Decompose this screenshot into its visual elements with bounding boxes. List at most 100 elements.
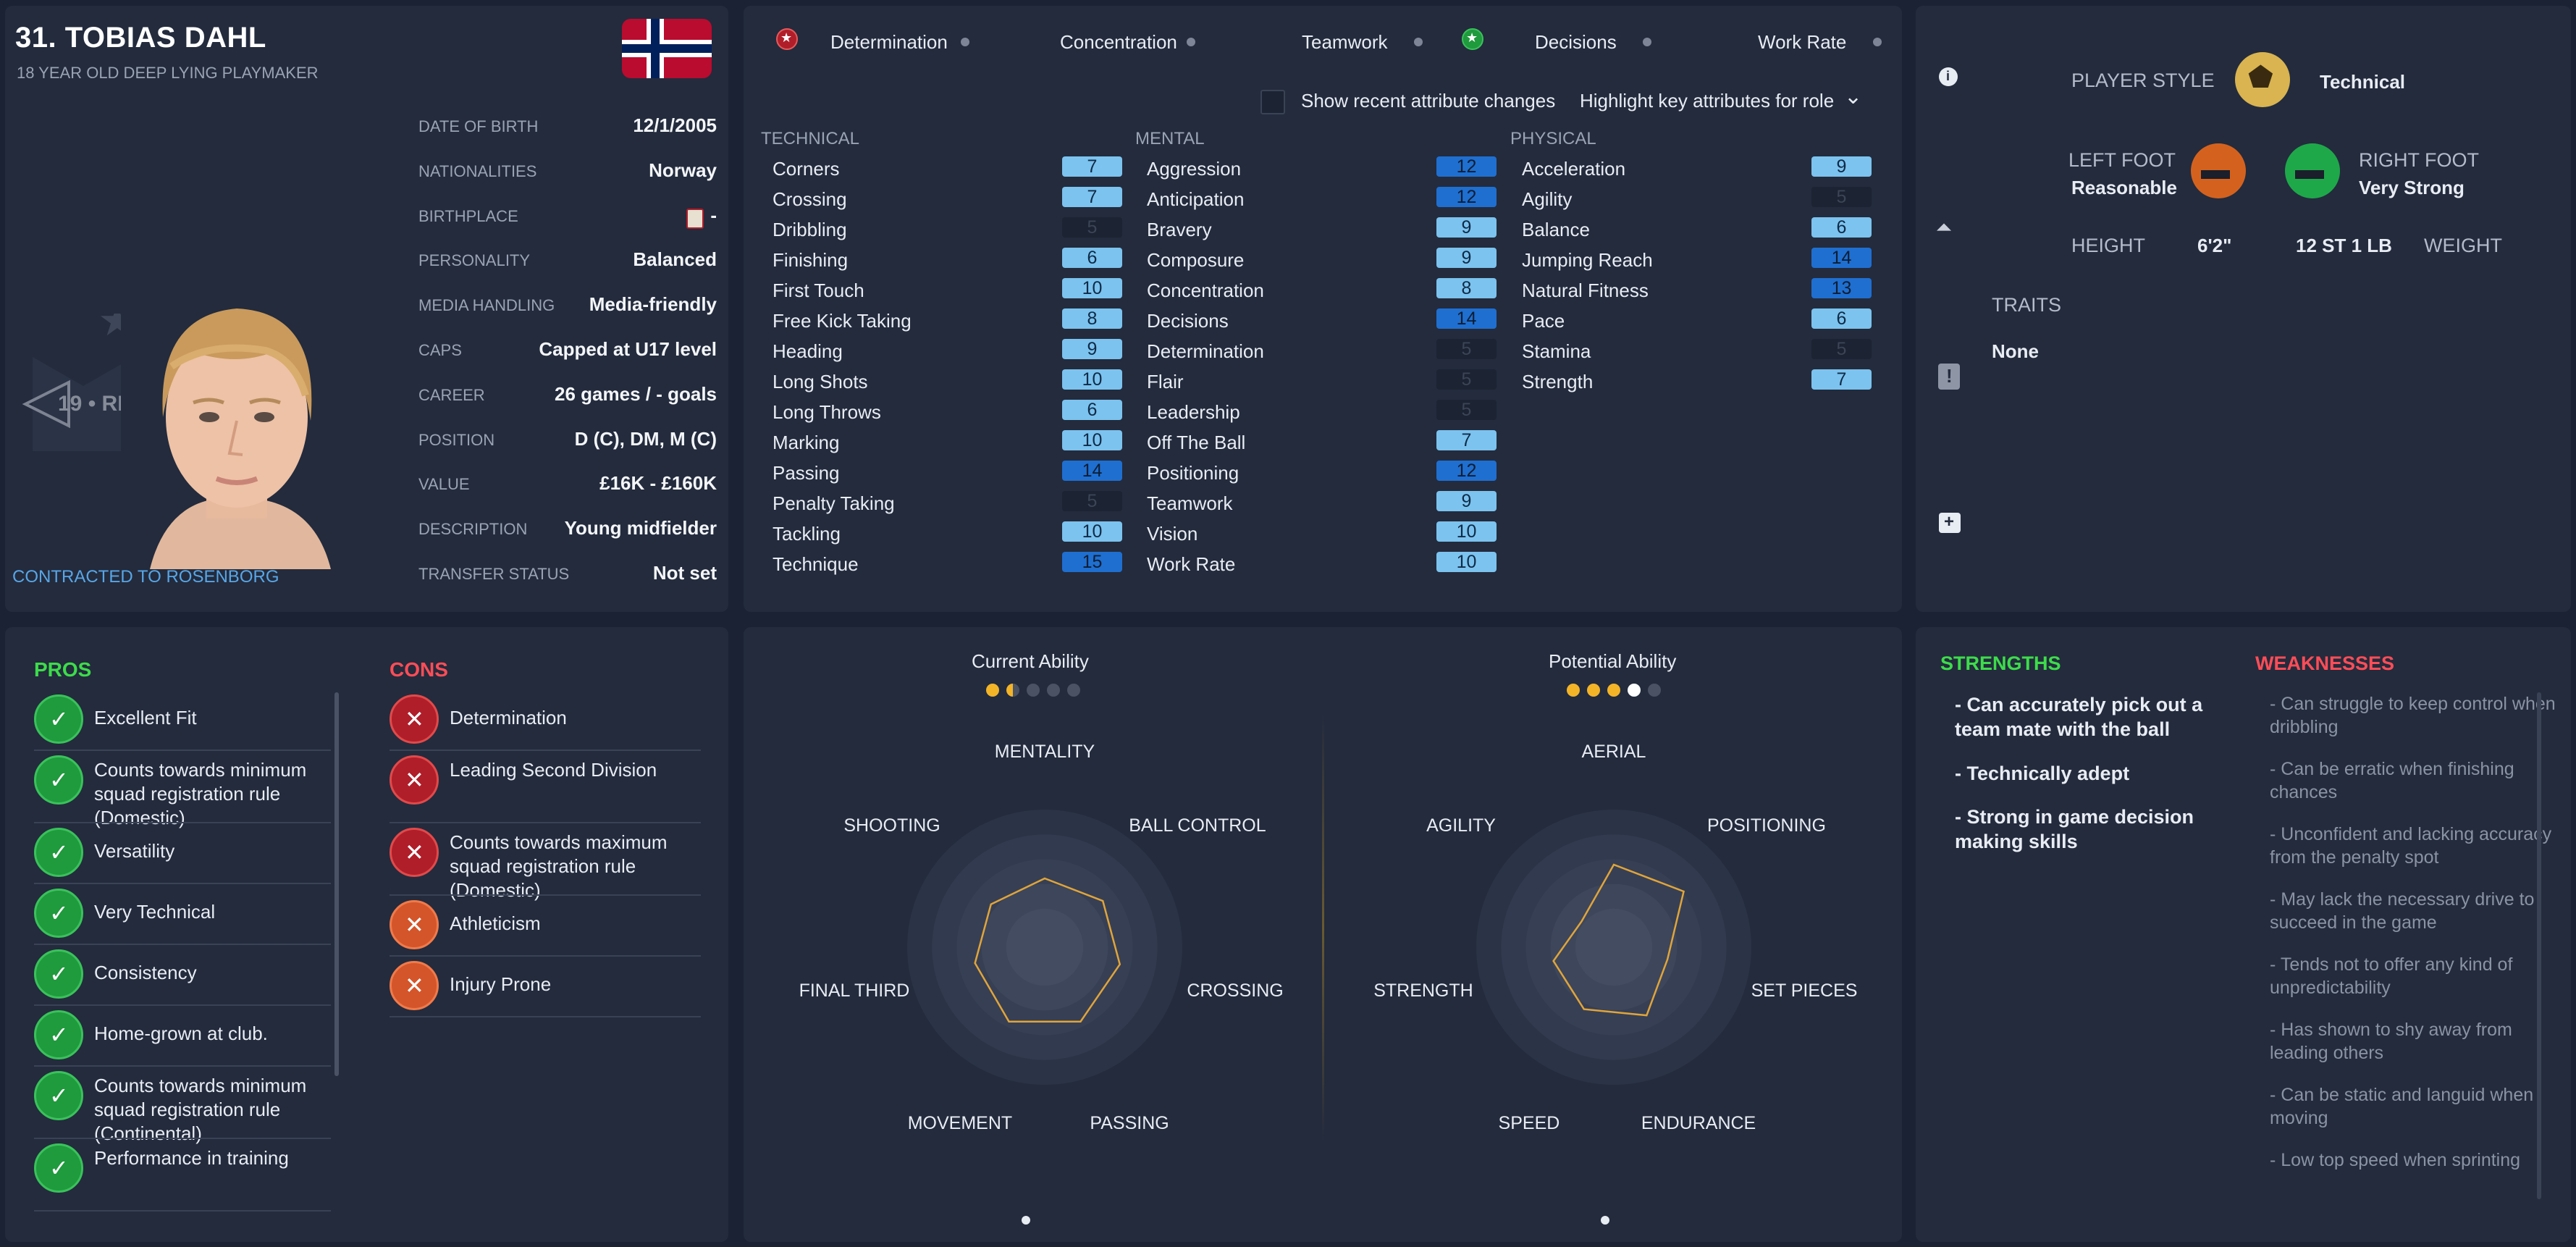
attr-name: Long Shots — [773, 371, 868, 392]
weakness-item: - Can be erratic when finishing chances — [2270, 759, 2514, 802]
mental-title: MENTAL — [1135, 129, 1205, 148]
detail-value: 12/1/2005 — [633, 114, 717, 136]
wrench-icon: ✓ — [34, 889, 83, 938]
pros-title: PROS — [34, 658, 92, 681]
radar-polygon — [974, 877, 1121, 1023]
info-icon[interactable]: i — [1939, 67, 1958, 86]
attr-value: 7 — [1062, 187, 1122, 207]
attr-name: Free Kick Taking — [773, 310, 912, 332]
attr-name: Determination — [1147, 340, 1264, 362]
registration-icon: ✓ — [34, 1071, 83, 1120]
key-attr-3: Teamwork — [1302, 31, 1388, 53]
attr-value: 5 — [1436, 400, 1497, 420]
pro-con-label: Determination — [450, 707, 567, 729]
attr-value: 14 — [1436, 308, 1497, 329]
left-foot-icon: ▬ — [2191, 143, 2246, 198]
height-value: 6'2" — [2197, 235, 2232, 256]
radar-axis-label: CROSSING — [1187, 981, 1283, 1001]
radar-axis-label: SPEED — [1499, 1113, 1560, 1133]
pro-con-label: Injury Prone — [450, 973, 552, 995]
player-subtitle: 18 YEAR OLD DEEP LYING PLAYMAKER — [17, 64, 319, 82]
detail-value: Capped at U17 level — [539, 338, 717, 360]
attr-value: 5 — [1436, 339, 1497, 359]
attr-value: 10 — [1062, 278, 1122, 298]
show-changes-label[interactable]: Show recent attribute changes — [1301, 90, 1556, 112]
attributes-panel: ★ Determination Concentration Teamwork ★… — [744, 6, 1902, 612]
show-changes-checkbox[interactable] — [1260, 90, 1285, 114]
athleticism-icon: ✕ — [390, 900, 439, 949]
attr-value: 5 — [1811, 339, 1872, 359]
key-attr-2: Concentration — [1060, 31, 1177, 53]
contract-link[interactable]: CONTRACTED TO ROSENBORG — [12, 567, 279, 587]
highlight-dropdown[interactable]: Highlight key attributes for role — [1580, 90, 1835, 112]
bell-icon[interactable]: ⏶ — [1936, 216, 1953, 238]
determination-icon: ✕ — [390, 694, 439, 744]
attr-value: 6 — [1062, 400, 1122, 420]
attr-name: Teamwork — [1147, 492, 1233, 514]
radar-axis-label: MENTALITY — [995, 742, 1095, 762]
attr-name: Positioning — [1147, 462, 1239, 484]
separator — [390, 822, 701, 823]
weaknesses-scrollbar[interactable] — [2537, 692, 2541, 1199]
mental-list: Aggression 12 Anticipation 12 Bravery 9 Compos… — [1147, 156, 1502, 592]
traits-label: TRAITS — [1992, 294, 2062, 316]
detail-value: Young midfielder — [564, 517, 717, 539]
detail-label: CAREER — [418, 385, 485, 404]
page-dot-1[interactable] — [1022, 1216, 1030, 1225]
attr-value: 12 — [1436, 187, 1497, 207]
medical-icon[interactable]: + — [1939, 512, 1961, 533]
attr-name: Passing — [773, 462, 840, 484]
attr-name: Leadership — [1147, 401, 1240, 423]
detail-label: BIRTHPLACE — [418, 206, 518, 225]
weakness-item: - Has shown to shy away from leading oth… — [2270, 1020, 2512, 1063]
key-attr-dot-4 — [1643, 38, 1651, 46]
detail-value: 26 games / - goals — [555, 382, 717, 405]
pro-con-label: Consistency — [94, 962, 197, 983]
attr-name: Aggression — [1147, 158, 1242, 180]
attr-name: Stamina — [1522, 340, 1591, 362]
separator — [34, 1065, 331, 1067]
attr-name: Dribbling — [773, 219, 847, 240]
attr-value: 10 — [1062, 521, 1122, 542]
attr-name: Agility — [1522, 188, 1573, 210]
right-foot-label: RIGHT FOOT — [2359, 149, 2479, 171]
attr-value: 7 — [1436, 430, 1497, 450]
attr-name: Flair — [1147, 371, 1184, 392]
physical-list: Acceleration 9 Agility 5 Balance 6 Jumping Rea… — [1522, 156, 1877, 592]
player-info-panel: 31. TOBIAS DAHL 18 YEAR OLD DEEP LYING P… — [5, 6, 728, 612]
attr-value: 10 — [1062, 430, 1122, 450]
attr-value: 10 — [1436, 521, 1497, 542]
pro-con-label: Athleticism — [450, 912, 541, 934]
pro-con-label: Excellent Fit — [94, 707, 197, 729]
chevron-down-icon[interactable]: ⌄ — [1844, 85, 1863, 109]
training-icon: ✓ — [34, 1143, 83, 1193]
strength-item: - Strong in game decision making skills — [1955, 806, 2194, 852]
left-foot-label: LEFT FOOT — [2068, 149, 2176, 171]
page-dot-2[interactable] — [1601, 1216, 1609, 1225]
player-style-label: PLAYER STYLE — [2071, 70, 2215, 91]
attr-name: Crossing — [773, 188, 847, 210]
attr-value: 5 — [1062, 217, 1122, 238]
attr-name: Pace — [1522, 310, 1565, 332]
attr-value: 10 — [1062, 369, 1122, 390]
radar-ring — [1575, 908, 1653, 986]
attr-value: 7 — [1811, 369, 1872, 390]
alert-icon[interactable]: ! — [1938, 364, 1960, 390]
separator — [34, 1138, 331, 1139]
strengths-weaknesses-panel: STRENGTHS WEAKNESSES - Can accurately pi… — [1916, 627, 2571, 1242]
right-foot-value: Very Strong — [2359, 177, 2465, 198]
attr-name: Strength — [1522, 371, 1594, 392]
left-foot-value: Reasonable — [2071, 177, 2177, 198]
ability-star — [1648, 684, 1661, 697]
attacking-radar-chart: MENTALITY BALL CONTROL CROSSING PASSING MOVE… — [799, 742, 1284, 1133]
detail-value: £16K - £160K — [599, 472, 717, 495]
detail-label: VALUE — [418, 475, 470, 494]
strength-item: - Can accurately pick out a team mate wi… — [1955, 694, 2203, 740]
pros-scrollbar[interactable] — [334, 692, 339, 1076]
player-details: DATE OF BIRTH 12/1/2005 NATIONALITIES Norwa… — [418, 114, 717, 592]
attr-name: Anticipation — [1147, 188, 1245, 210]
separator — [390, 750, 701, 751]
radar-axis-label: FINAL THIRD — [799, 981, 910, 1001]
attr-value: 5 — [1062, 491, 1122, 511]
ability-star — [1567, 684, 1580, 697]
